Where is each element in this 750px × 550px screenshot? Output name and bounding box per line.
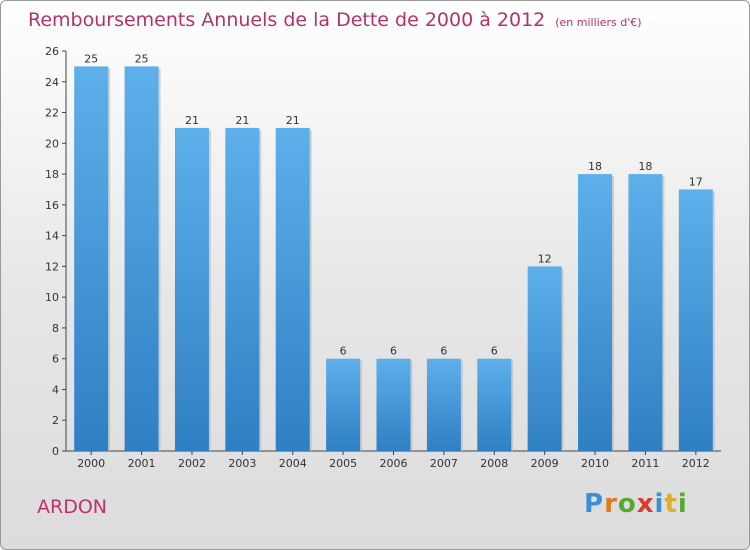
bar-value-label: 6	[491, 345, 498, 358]
x-tick-label: 2010	[581, 457, 609, 470]
bar	[527, 266, 562, 451]
y-tick-label: 2	[52, 414, 59, 427]
bar	[225, 127, 260, 451]
x-tick-label: 2005	[329, 457, 357, 470]
bar	[326, 358, 361, 451]
proxiti-logo: Proxiti	[584, 489, 688, 519]
bar-value-label: 6	[390, 345, 397, 358]
x-tick-label: 2003	[228, 457, 256, 470]
x-tick-label: 2009	[531, 457, 559, 470]
bar-value-label: 17	[689, 175, 703, 188]
y-tick-label: 24	[45, 76, 59, 89]
x-tick-label: 2008	[480, 457, 508, 470]
bar	[124, 66, 159, 451]
x-tick-label: 2002	[178, 457, 206, 470]
x-tick-label: 2011	[631, 457, 659, 470]
bar	[275, 127, 310, 451]
bar-value-label: 21	[235, 114, 249, 127]
bar-value-label: 18	[638, 160, 652, 173]
bar-value-label: 6	[440, 345, 447, 358]
x-tick-label: 2000	[77, 457, 105, 470]
bar-value-label: 21	[185, 114, 199, 127]
x-tick-label: 2004	[279, 457, 307, 470]
y-tick-label: 18	[45, 168, 59, 181]
logo-letter: P	[584, 489, 605, 519]
bar	[678, 189, 713, 451]
chart-subtitle: (en milliers d'€)	[555, 16, 642, 29]
y-tick-label: 8	[52, 322, 59, 335]
bar	[376, 358, 411, 451]
logo-letter: i	[654, 489, 665, 519]
y-tick-label: 22	[45, 107, 59, 120]
x-tick-label: 2001	[128, 457, 156, 470]
bar	[578, 174, 613, 452]
bar	[174, 127, 209, 451]
bar-value-label: 6	[340, 345, 347, 358]
y-tick-label: 12	[45, 260, 59, 273]
bar-value-label: 18	[588, 160, 602, 173]
y-tick-label: 20	[45, 137, 59, 150]
commune-name: ARDON	[37, 496, 107, 518]
logo-letter: t	[664, 489, 678, 519]
bar-value-label: 21	[286, 114, 300, 127]
logo-letter: o	[617, 489, 637, 519]
chart-title: Remboursements Annuels de la Dette de 20…	[28, 9, 642, 31]
y-tick-label: 0	[52, 445, 59, 458]
x-tick-label: 2007	[430, 457, 458, 470]
y-tick-label: 10	[45, 291, 59, 304]
bar	[74, 66, 109, 451]
y-tick-label: 4	[52, 383, 59, 396]
bar	[477, 358, 512, 451]
bar	[628, 174, 663, 452]
bar-value-label: 25	[135, 52, 149, 65]
bars: 25 25 21 21 21 6 6 6 6 12 18 18 17	[74, 52, 715, 452]
y-tick-label: 14	[45, 230, 59, 243]
y-tick-label: 6	[52, 353, 59, 366]
x-tick-label: 2012	[682, 457, 710, 470]
bar-value-label: 12	[538, 252, 552, 265]
x-tick-label: 2006	[380, 457, 408, 470]
logo-letter: x	[636, 489, 655, 519]
y-tick-label: 26	[45, 45, 59, 58]
y-tick-label: 16	[45, 199, 59, 212]
logo-letter: r	[604, 489, 618, 519]
bar-value-label: 25	[84, 52, 98, 65]
bar	[426, 358, 461, 451]
logo-letter: i	[677, 489, 688, 519]
